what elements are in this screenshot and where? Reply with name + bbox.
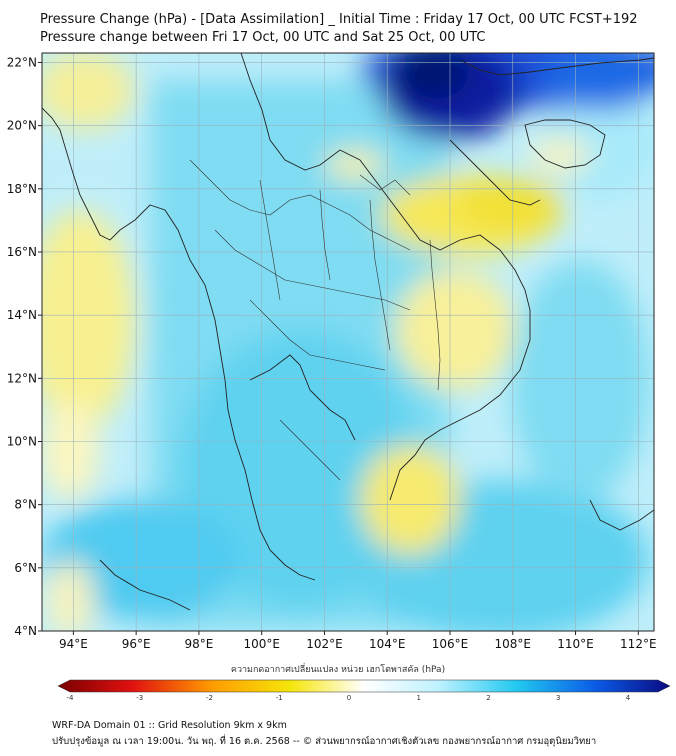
footer-model-info: WRF-DA Domain 01 :: Grid Resolution 9km …	[52, 720, 287, 731]
colorbar-ticks: -4 -3 -2 -1 0 1 2 3 4	[67, 694, 631, 702]
lon-label: 96°E	[122, 637, 151, 651]
lat-label: 8°N	[14, 498, 37, 512]
colorbar-tick-label: 1	[417, 694, 421, 702]
lon-label: 108°E	[495, 637, 532, 651]
colorbar-tick-label: 0	[347, 694, 351, 702]
colorbar-tick-label: 3	[556, 694, 560, 702]
lon-label: 100°E	[243, 637, 280, 651]
colorbar-tick-label: -1	[276, 694, 283, 702]
lon-label: 104°E	[369, 637, 406, 651]
coastlines	[42, 53, 654, 611]
latitude-labels: 22°N 20°N 18°N 16°N 14°N 12°N 10°N 8°N 6°N 4°N	[7, 55, 42, 638]
lat-label: 18°N	[7, 182, 37, 196]
lon-label: 112°E	[620, 637, 657, 651]
map-title: Pressure Change (hPa) - [Data Assimilati…	[40, 12, 638, 27]
lat-label: 10°N	[7, 434, 37, 448]
lat-label: 12°N	[7, 371, 37, 385]
colorbar-tick-label: 4	[626, 694, 631, 702]
lon-label: 98°E	[184, 637, 213, 651]
lon-label: 110°E	[557, 637, 594, 651]
lat-label: 6°N	[14, 561, 37, 575]
lat-label: 4°N	[14, 624, 37, 638]
pressure-field	[42, 53, 654, 631]
lat-label: 16°N	[7, 245, 37, 259]
lat-label: 14°N	[7, 308, 37, 322]
lon-label: 102°E	[306, 637, 343, 651]
longitude-labels: 94°E 96°E 98°E 100°E 102°E 104°E 106°E 108°E 110…	[59, 631, 657, 651]
colorbar-tick-label: 2	[486, 694, 490, 702]
map-subtitle: Pressure change between Fri 17 Oct, 00 U…	[40, 30, 486, 45]
graticule	[42, 53, 654, 631]
lat-label: 20°N	[7, 119, 37, 133]
colorbar: -4 -3 -2 -1 0 1 2 3 4	[57, 679, 671, 702]
lon-label: 94°E	[59, 637, 88, 651]
colorbar-tick-label: -4	[67, 694, 75, 702]
map-frame	[41, 52, 655, 632]
colorbar-tick-label: -2	[206, 694, 213, 702]
footer-credit: ปรับปรุงข้อมูล ณ เวลา 19:00น. วัน พฤ. ที…	[52, 736, 597, 747]
colorbar-gradient	[57, 679, 671, 693]
lat-label: 22°N	[7, 55, 37, 69]
colorbar-tick-label: -3	[136, 694, 143, 702]
admin-borders	[189, 159, 441, 481]
lon-label: 106°E	[432, 637, 469, 651]
colorbar-title: ความกดอากาศเปลี่ยนแปลง หน่วย เฮกโตพาสคัล…	[230, 665, 446, 675]
